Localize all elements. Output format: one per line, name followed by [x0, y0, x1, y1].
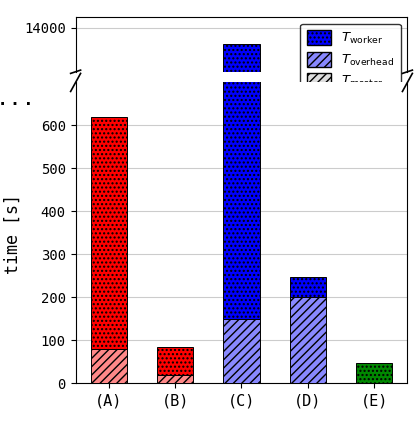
Bar [223, 319, 260, 383]
Bar [91, 349, 127, 383]
Bar [289, 277, 326, 297]
Bar [157, 347, 194, 375]
Text: ...: ... [0, 89, 36, 109]
Legend: $T_{\rm worker}$, $T_{\rm overhead}$, $T_{\rm master}$: $T_{\rm worker}$, $T_{\rm overhead}$, $T… [300, 23, 401, 96]
Bar [356, 363, 392, 383]
Bar [157, 375, 194, 383]
Bar [223, 0, 260, 319]
Text: time [s]: time [s] [4, 194, 22, 274]
Bar [289, 297, 326, 383]
Bar [91, 117, 127, 349]
Bar [223, 44, 260, 426]
